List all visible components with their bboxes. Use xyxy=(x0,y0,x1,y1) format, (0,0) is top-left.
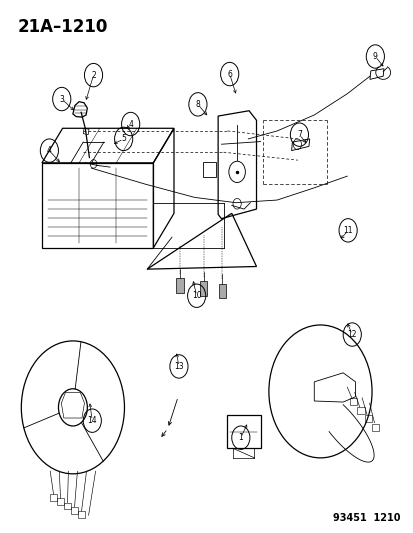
Bar xyxy=(176,278,183,293)
Text: 14: 14 xyxy=(87,416,97,425)
Text: 2: 2 xyxy=(91,70,96,79)
Bar xyxy=(199,281,207,296)
Bar xyxy=(349,398,356,405)
Bar xyxy=(202,163,216,177)
Bar xyxy=(78,511,85,518)
Text: 8: 8 xyxy=(195,100,200,109)
Text: 4: 4 xyxy=(128,119,133,128)
Bar xyxy=(371,424,379,431)
Text: 4: 4 xyxy=(47,146,52,155)
Bar xyxy=(218,284,225,298)
Text: 3: 3 xyxy=(59,94,64,103)
Text: 6: 6 xyxy=(227,70,232,78)
Text: 5: 5 xyxy=(121,134,126,143)
Bar xyxy=(356,407,364,414)
Text: 9: 9 xyxy=(372,52,377,61)
Text: 12: 12 xyxy=(347,330,356,339)
Text: 93451  1210: 93451 1210 xyxy=(332,513,400,523)
Text: 7: 7 xyxy=(296,130,301,139)
Text: 10: 10 xyxy=(191,291,201,300)
Bar xyxy=(50,494,57,501)
Bar xyxy=(364,415,371,422)
Text: 21A–1210: 21A–1210 xyxy=(17,18,107,36)
Bar xyxy=(57,498,64,505)
Bar xyxy=(64,503,71,510)
Bar xyxy=(71,507,78,514)
Text: 1: 1 xyxy=(238,433,242,442)
Text: 11: 11 xyxy=(342,226,352,235)
Bar xyxy=(226,415,260,448)
Text: 13: 13 xyxy=(174,362,183,371)
